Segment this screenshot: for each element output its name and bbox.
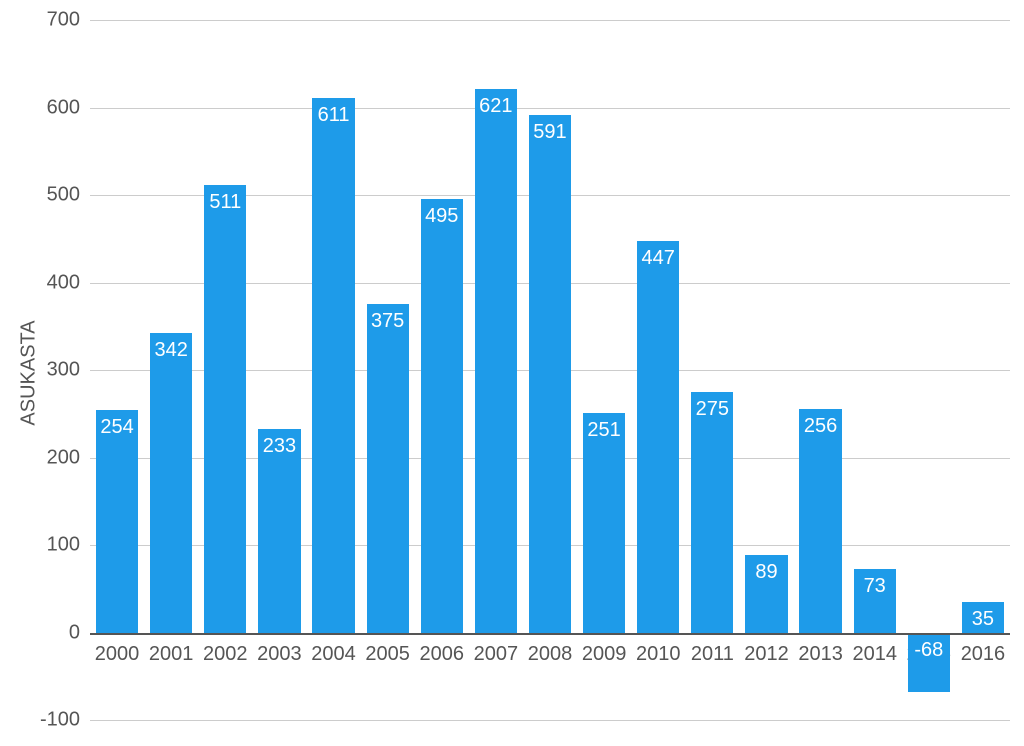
bar: -68 (908, 633, 950, 693)
bar: 591 (529, 115, 571, 632)
bar-value-label: 275 (691, 398, 733, 421)
bar: 611 (312, 98, 354, 633)
y-tick-label: 400 (47, 271, 90, 294)
bar-value-label: 375 (367, 310, 409, 333)
bar-value-label: 89 (745, 561, 787, 584)
y-tick-label: 700 (47, 9, 90, 32)
bar: 342 (150, 333, 192, 632)
bar: 495 (421, 199, 463, 632)
bar: 375 (367, 304, 409, 632)
bar: 35 (962, 602, 1004, 633)
bar: 275 (691, 392, 733, 633)
y-tick-label: 500 (47, 184, 90, 207)
y-axis-title: ASUKASTA (18, 320, 41, 425)
y-tick-label: 100 (47, 534, 90, 557)
bar: 89 (745, 555, 787, 633)
bar-value-label: 611 (312, 104, 354, 127)
bar-value-label: 233 (258, 435, 300, 458)
zero-line (90, 633, 1010, 635)
y-tick-label: -100 (40, 709, 90, 732)
bar-value-label: 342 (150, 339, 192, 362)
bar: 447 (637, 241, 679, 632)
bar-value-label: 511 (204, 191, 246, 214)
y-tick-label: 300 (47, 359, 90, 382)
y-tick-label: 200 (47, 446, 90, 469)
bar: 621 (475, 89, 517, 632)
y-tick-label: 600 (47, 96, 90, 119)
bar-value-label: 251 (583, 419, 625, 442)
y-tick-label: 0 (69, 621, 90, 644)
bar: 511 (204, 185, 246, 632)
bar-value-label: 621 (475, 95, 517, 118)
bar-value-label: 495 (421, 205, 463, 228)
bar-value-label: 73 (854, 575, 896, 598)
bar: 233 (258, 429, 300, 633)
bar: 73 (854, 569, 896, 633)
bar: 256 (799, 409, 841, 633)
bar-value-label: -68 (908, 639, 950, 662)
bar: 254 (96, 410, 138, 632)
bar-value-label: 256 (799, 415, 841, 438)
bar: 251 (583, 413, 625, 633)
bar-value-label: 35 (962, 608, 1004, 631)
gridline (90, 720, 1010, 721)
bar-value-label: 447 (637, 247, 679, 270)
bar-value-label: 254 (96, 416, 138, 439)
bars-layer: 254 342 511 233 611 375 495 621 591 251 447 275 89 25… (90, 20, 1010, 720)
bar-value-label: 591 (529, 121, 571, 144)
chart-container: ASUKASTA 254 342 511 233 611 375 495 621 591 251 4… (0, 0, 1024, 746)
plot-area: 254 342 511 233 611 375 495 621 591 251 447 275 89 25… (90, 20, 1010, 720)
